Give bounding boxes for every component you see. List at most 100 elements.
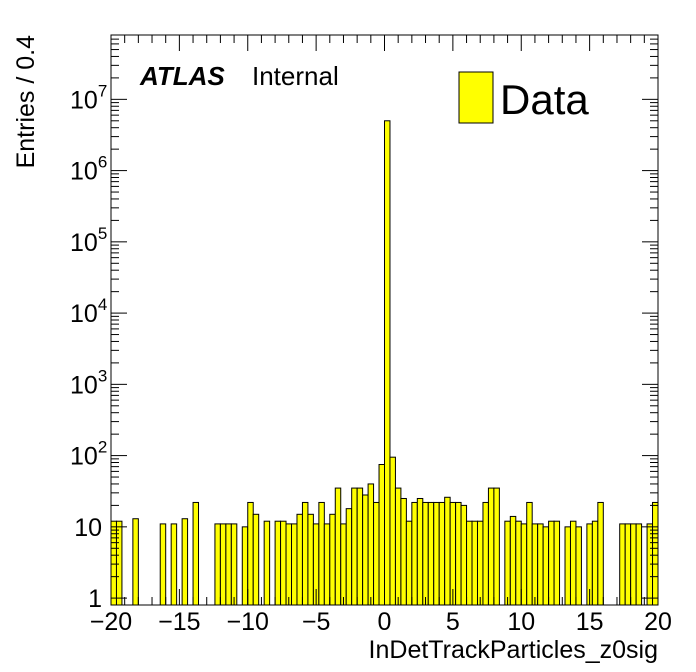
- histogram-bar: [624, 523, 632, 606]
- histogram-bar: [132, 518, 139, 606]
- y-tick-labels: 1 10 102 103 104 105 106 107: [70, 81, 107, 613]
- histogram-bar: [619, 523, 626, 606]
- histogram-bar: [455, 501, 462, 606]
- histogram-bar: [159, 523, 167, 606]
- histogram-bar: [444, 496, 451, 606]
- histogram-bar: [438, 501, 446, 606]
- histogram-bar: [487, 487, 495, 606]
- atlas-label: ATLAS: [139, 61, 225, 91]
- histogram-bar: [482, 501, 489, 606]
- axis-ticks: [110, 34, 659, 605]
- histogram-bar: [373, 501, 380, 606]
- histogram-bar: [378, 464, 385, 606]
- x-tick-label: −20: [90, 608, 132, 636]
- histogram-bar: [630, 523, 637, 606]
- histogram-bar: [356, 487, 364, 606]
- histogram-bar: [405, 520, 413, 606]
- histogram-bar: [504, 520, 511, 606]
- x-tick-label: 0: [378, 608, 392, 636]
- histogram-bar: [230, 523, 238, 606]
- histogram-bar: [285, 523, 293, 606]
- legend-label: Data: [500, 76, 589, 123]
- histogram-bar: [542, 526, 550, 606]
- histogram-bar: [416, 497, 424, 606]
- histogram-bar: [411, 501, 418, 606]
- x-tick-label: 10: [507, 608, 535, 636]
- x-tick-label: 15: [576, 608, 604, 636]
- histogram-bar: [394, 487, 402, 606]
- histogram-bar: [476, 520, 484, 606]
- histogram-bar: [247, 501, 254, 606]
- histogram-bar: [591, 520, 599, 606]
- histogram-bar: [400, 497, 407, 606]
- y-axis-label: Entries / 0.4: [12, 35, 40, 168]
- histogram-bars: [110, 120, 659, 606]
- histogram-bar: [433, 501, 440, 606]
- histogram-bar: [466, 520, 473, 606]
- histogram-bar: [274, 520, 282, 606]
- histogram-bar: [520, 523, 528, 606]
- histogram-bar: [384, 120, 391, 606]
- y-tick-label: 1: [88, 585, 102, 613]
- histogram-bar: [515, 520, 522, 606]
- y-tick-label: 107: [70, 81, 107, 114]
- histogram-bar: [493, 487, 500, 606]
- histogram-bar: [263, 520, 271, 606]
- histogram-bar: [291, 523, 298, 606]
- histogram-bar: [219, 523, 227, 606]
- histogram-bar: [575, 526, 582, 606]
- histogram-bar: [340, 523, 347, 606]
- x-tick-label: −10: [227, 608, 269, 636]
- y-tick-label: 105: [70, 224, 107, 257]
- histogram-bar: [115, 520, 123, 606]
- histogram-bar: [509, 515, 517, 606]
- histogram-bar: [548, 520, 555, 606]
- histogram-bar: [345, 508, 353, 606]
- histogram-bar: [318, 501, 325, 606]
- histogram-bar: [537, 523, 544, 606]
- histogram-bar: [301, 501, 309, 606]
- histogram-bar: [252, 513, 260, 606]
- y-tick-label: 104: [70, 295, 107, 328]
- histogram-bar: [362, 494, 369, 606]
- x-tick-label: −5: [302, 608, 331, 636]
- histogram-bar: [471, 520, 478, 606]
- histogram-bar: [531, 523, 539, 606]
- x-tick-label: −15: [158, 608, 200, 636]
- histogram-bar: [526, 501, 533, 606]
- histogram-bar: [241, 526, 249, 606]
- histogram-bar: [389, 456, 396, 606]
- histogram-bar: [214, 523, 221, 606]
- x-tick-label: 20: [644, 608, 672, 636]
- histogram-bar: [307, 513, 314, 606]
- x-tick-labels: −20 −15 −10 −5 0 5 10 15 20: [90, 608, 672, 636]
- y-tick-label: 106: [70, 153, 107, 186]
- histogram-bar: [367, 483, 375, 606]
- histogram-bar: [635, 523, 643, 606]
- histogram-bar: [460, 504, 468, 606]
- legend-swatch: [458, 71, 494, 124]
- y-tick-label: 103: [70, 366, 107, 399]
- histogram-bar: [323, 523, 331, 606]
- histogram-bar: [170, 523, 178, 606]
- histogram-bar: [329, 513, 336, 606]
- histogram-bar: [553, 520, 561, 606]
- x-axis-label: InDetTrackParticles_z0sig: [369, 636, 658, 664]
- histogram-bar: [181, 518, 189, 606]
- histogram-bar: [225, 523, 232, 606]
- histogram-bar: [192, 501, 200, 606]
- histogram-bar: [427, 501, 435, 606]
- histogram-bar: [569, 520, 577, 606]
- histogram-bar: [334, 487, 342, 606]
- y-tick-label: 10: [74, 514, 102, 542]
- histogram-bar: [280, 520, 287, 606]
- histogram-bar: [652, 501, 659, 606]
- internal-label: Internal: [252, 61, 339, 91]
- histogram-bar: [597, 501, 604, 606]
- y-tick-label: 102: [70, 438, 107, 471]
- histogram-bar: [351, 487, 358, 606]
- histogram-bar: [422, 501, 429, 606]
- histogram-bar: [296, 513, 303, 606]
- histogram-bar: [564, 526, 571, 606]
